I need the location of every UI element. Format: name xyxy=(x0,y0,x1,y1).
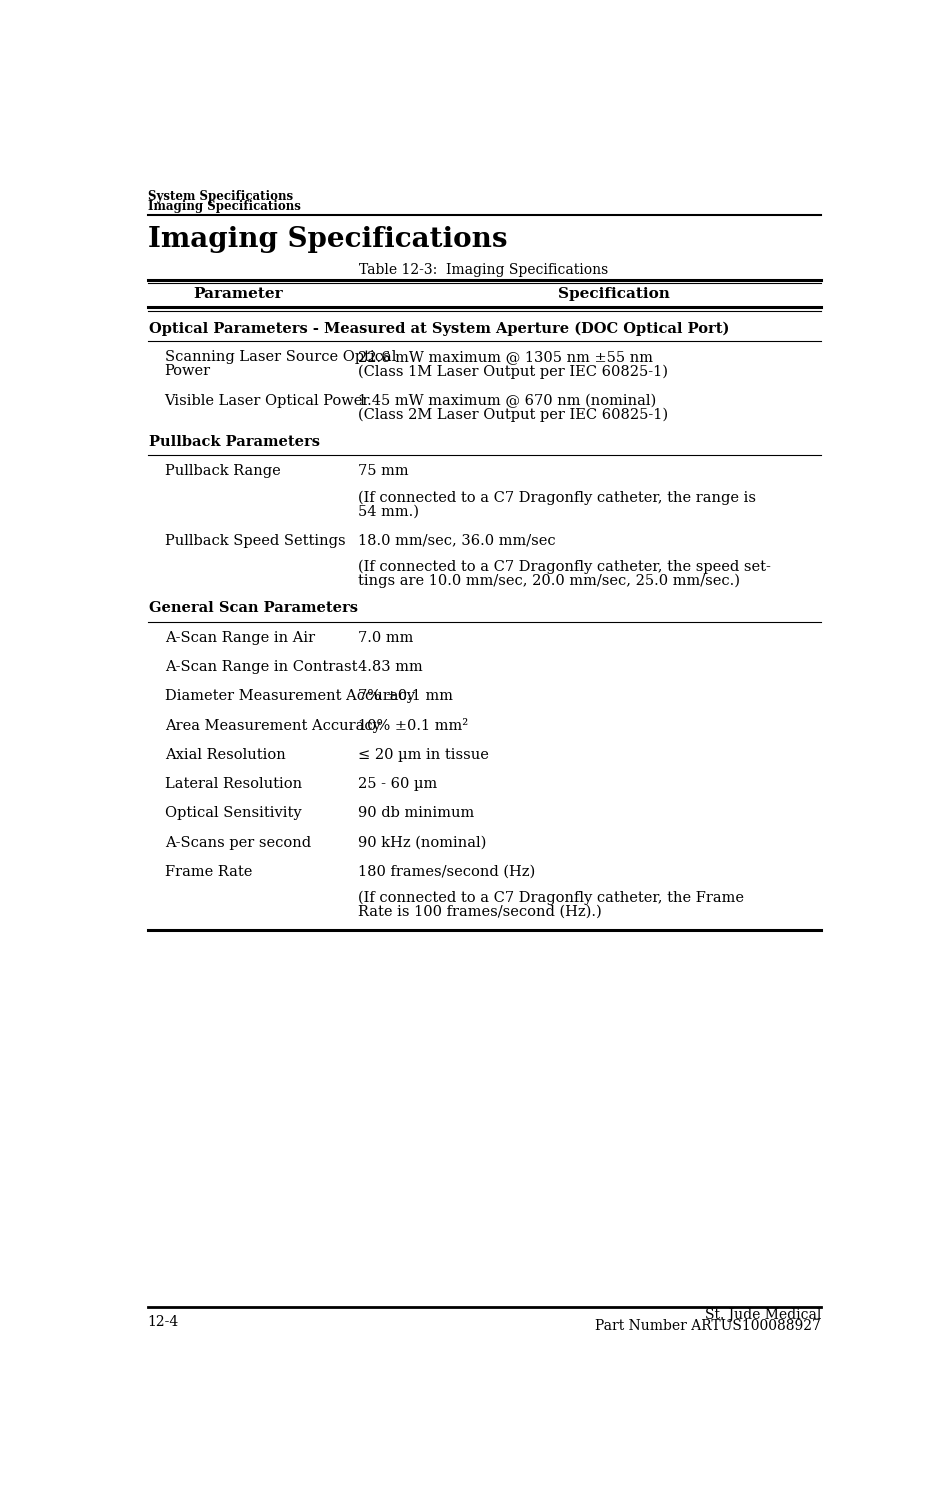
Text: ≤ 20 µm in tissue: ≤ 20 µm in tissue xyxy=(358,748,489,762)
Text: (Class 2M Laser Output per IEC 60825-1): (Class 2M Laser Output per IEC 60825-1) xyxy=(358,407,667,423)
Text: Area Measurement Accuracy: Area Measurement Accuracy xyxy=(164,718,380,732)
Text: (If connected to a C7 Dragonfly catheter, the Frame: (If connected to a C7 Dragonfly catheter… xyxy=(358,890,744,905)
Text: St. Jude Medical: St. Jude Medical xyxy=(704,1308,820,1322)
Text: Pullback Parameters: Pullback Parameters xyxy=(149,435,320,450)
Text: Pullback Range: Pullback Range xyxy=(164,465,280,478)
Text: 75 mm: 75 mm xyxy=(358,465,409,478)
Text: Frame Rate: Frame Rate xyxy=(164,865,252,878)
Text: (If connected to a C7 Dragonfly catheter, the range is: (If connected to a C7 Dragonfly catheter… xyxy=(358,490,755,506)
Text: Specification: Specification xyxy=(558,287,669,302)
Text: Parameter: Parameter xyxy=(194,287,283,302)
Text: 7% ±0.1 mm: 7% ±0.1 mm xyxy=(358,690,453,703)
Text: A-Scans per second: A-Scans per second xyxy=(164,836,311,850)
Text: A-Scan Range in Air: A-Scan Range in Air xyxy=(164,631,314,644)
Text: 1.45 mW maximum @ 670 nm (nominal): 1.45 mW maximum @ 670 nm (nominal) xyxy=(358,394,656,407)
Text: Visible Laser Optical Power: Visible Laser Optical Power xyxy=(164,394,370,407)
Text: 10% ±0.1 mm²: 10% ±0.1 mm² xyxy=(358,718,468,732)
Text: Power: Power xyxy=(164,364,211,379)
Text: 12-4: 12-4 xyxy=(147,1314,178,1328)
Text: 18.0 mm/sec, 36.0 mm/sec: 18.0 mm/sec, 36.0 mm/sec xyxy=(358,534,555,548)
Text: Optical Sensitivity: Optical Sensitivity xyxy=(164,806,301,821)
Text: Diameter Measurement Accuracy: Diameter Measurement Accuracy xyxy=(164,690,414,703)
Text: 25 - 60 µm: 25 - 60 µm xyxy=(358,777,437,791)
Text: 90 db minimum: 90 db minimum xyxy=(358,806,474,821)
Text: Imaging Specifications: Imaging Specifications xyxy=(147,199,300,213)
Text: (If connected to a C7 Dragonfly catheter, the speed set-: (If connected to a C7 Dragonfly catheter… xyxy=(358,560,770,575)
Text: 22.6 mW maximum @ 1305 nm ±55 nm: 22.6 mW maximum @ 1305 nm ±55 nm xyxy=(358,350,652,365)
Text: System Specifications: System Specifications xyxy=(147,190,293,204)
Text: 54 mm.): 54 mm.) xyxy=(358,504,419,519)
Text: 90 kHz (nominal): 90 kHz (nominal) xyxy=(358,836,486,850)
Text: Part Number ARTUS100088927: Part Number ARTUS100088927 xyxy=(595,1319,820,1332)
Text: 4.83 mm: 4.83 mm xyxy=(358,659,423,675)
Text: Scanning Laser Source Optical: Scanning Laser Source Optical xyxy=(164,350,396,365)
Text: Rate is 100 frames/second (Hz).): Rate is 100 frames/second (Hz).) xyxy=(358,905,601,919)
Text: General Scan Parameters: General Scan Parameters xyxy=(149,602,358,616)
Text: Table 12-3:  Imaging Specifications: Table 12-3: Imaging Specifications xyxy=(359,263,608,276)
Text: Pullback Speed Settings: Pullback Speed Settings xyxy=(164,534,345,548)
Text: A-Scan Range in Contrast: A-Scan Range in Contrast xyxy=(164,659,357,675)
Text: Lateral Resolution: Lateral Resolution xyxy=(164,777,301,791)
Text: (Class 1M Laser Output per IEC 60825-1): (Class 1M Laser Output per IEC 60825-1) xyxy=(358,364,667,379)
Text: tings are 10.0 mm/sec, 20.0 mm/sec, 25.0 mm/sec.): tings are 10.0 mm/sec, 20.0 mm/sec, 25.0… xyxy=(358,573,739,589)
Text: 180 frames/second (Hz): 180 frames/second (Hz) xyxy=(358,865,535,878)
Text: Axial Resolution: Axial Resolution xyxy=(164,748,285,762)
Text: Imaging Specifications: Imaging Specifications xyxy=(147,226,507,252)
Text: 7.0 mm: 7.0 mm xyxy=(358,631,413,644)
Text: Optical Parameters - Measured at System Aperture (DOC Optical Port): Optical Parameters - Measured at System … xyxy=(149,321,729,335)
